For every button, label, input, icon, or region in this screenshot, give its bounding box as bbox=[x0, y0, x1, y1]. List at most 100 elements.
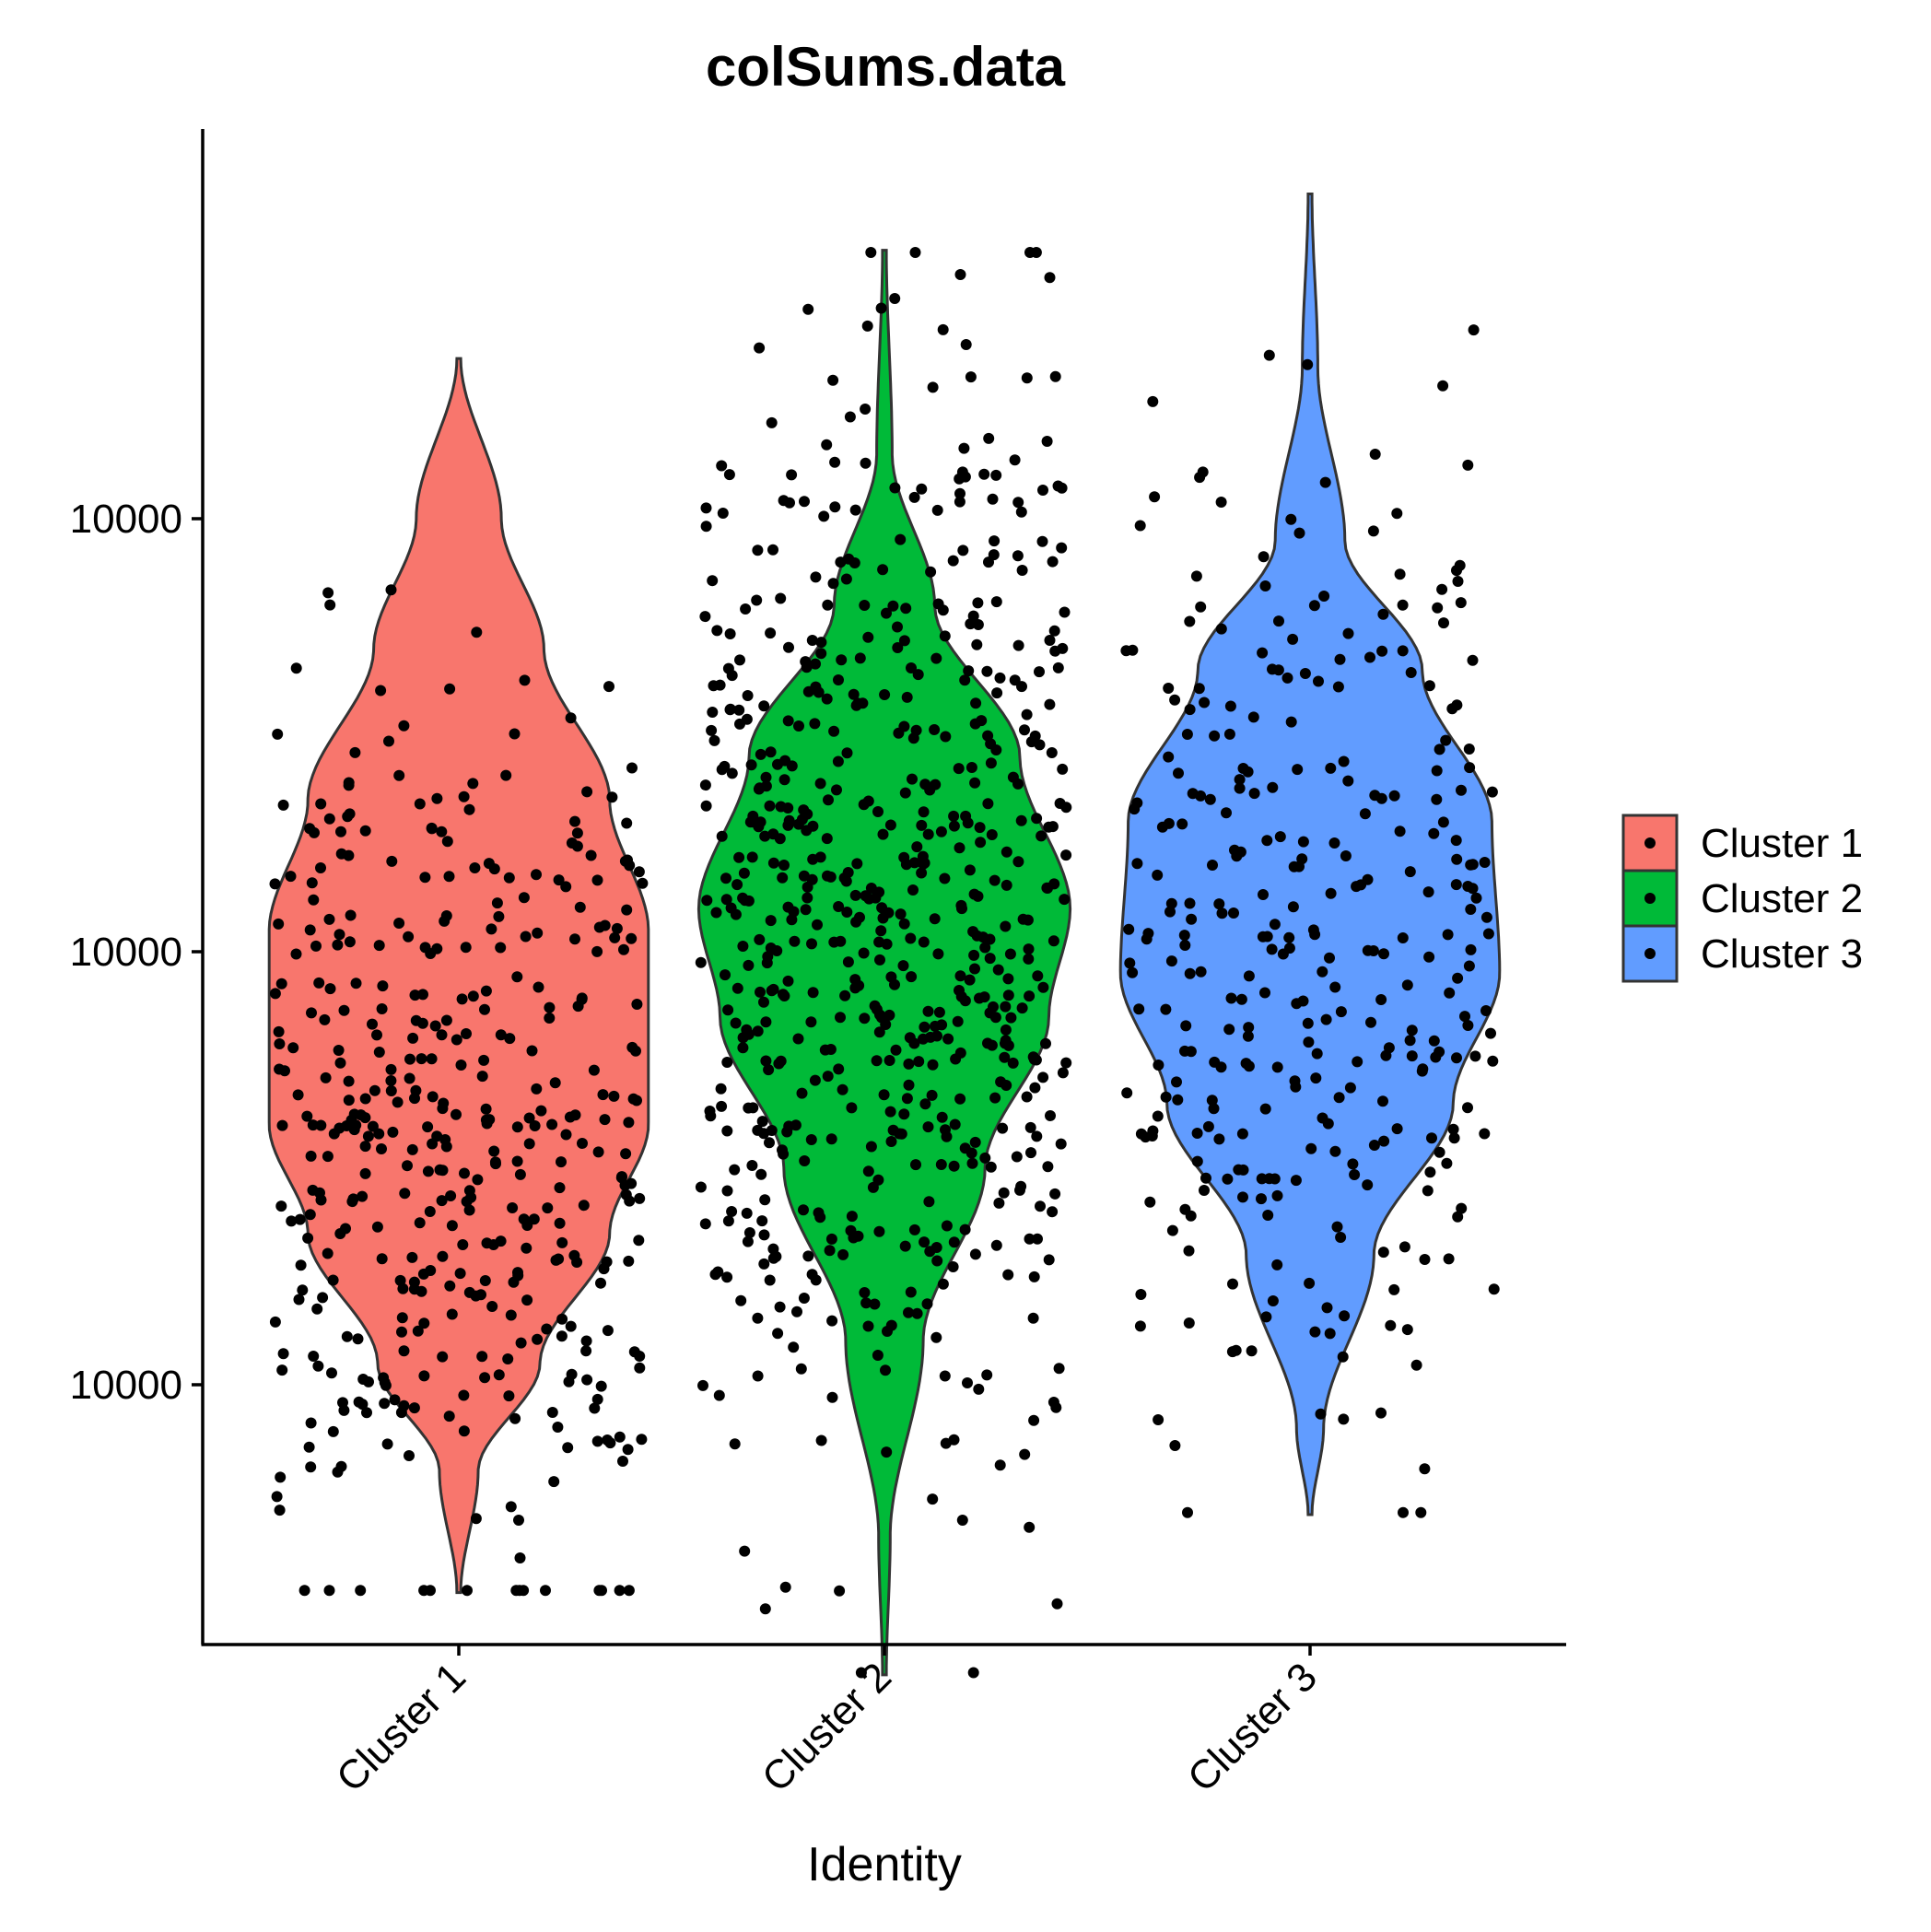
jitter-point bbox=[898, 851, 910, 863]
jitter-point bbox=[523, 1112, 535, 1124]
jitter-point bbox=[1199, 697, 1211, 708]
jitter-point bbox=[890, 1044, 902, 1056]
jitter-point bbox=[1047, 935, 1059, 947]
jitter-point bbox=[930, 1331, 942, 1343]
jitter-point bbox=[416, 1017, 428, 1029]
jitter-point bbox=[1313, 675, 1324, 687]
jitter-point bbox=[1035, 1200, 1046, 1212]
jitter-point bbox=[398, 1399, 410, 1411]
jitter-point bbox=[443, 871, 455, 883]
jitter-point bbox=[968, 949, 980, 961]
jitter-point bbox=[548, 1476, 560, 1488]
jitter-point bbox=[989, 535, 1001, 547]
jitter-point bbox=[1237, 1191, 1248, 1203]
jitter-point bbox=[895, 533, 907, 545]
jitter-point bbox=[1375, 1407, 1387, 1419]
jitter-point bbox=[568, 1249, 580, 1261]
jitter-point bbox=[436, 1195, 448, 1207]
jitter-point bbox=[898, 1108, 910, 1120]
jitter-point bbox=[595, 1277, 606, 1289]
jitter-point bbox=[755, 1168, 767, 1180]
jitter-point bbox=[1028, 1414, 1040, 1426]
jitter-point bbox=[755, 748, 767, 760]
jitter-point bbox=[1404, 866, 1416, 878]
jitter-point bbox=[1007, 771, 1019, 783]
jitter-point bbox=[1452, 1211, 1464, 1223]
jitter-point bbox=[1043, 1254, 1055, 1266]
jitter-point bbox=[313, 977, 325, 989]
jitter-point bbox=[1144, 1196, 1156, 1208]
jitter-point bbox=[882, 1326, 893, 1337]
jitter-point bbox=[969, 1136, 981, 1148]
jitter-point bbox=[709, 1269, 721, 1281]
jitter-point bbox=[791, 1306, 802, 1317]
jitter-point bbox=[634, 1192, 646, 1204]
jitter-point bbox=[848, 688, 860, 700]
jitter-point bbox=[1179, 1203, 1191, 1215]
jitter-point bbox=[312, 1360, 324, 1372]
jitter-point bbox=[767, 544, 778, 556]
jitter-point bbox=[614, 1585, 626, 1597]
jitter-point bbox=[542, 1202, 554, 1214]
jitter-point bbox=[1406, 1050, 1418, 1062]
jitter-point bbox=[1171, 1076, 1182, 1088]
jitter-point bbox=[782, 819, 794, 831]
jitter-point bbox=[357, 1374, 369, 1385]
jitter-point bbox=[359, 1093, 371, 1105]
jitter-point bbox=[724, 628, 736, 639]
jitter-point bbox=[515, 1337, 527, 1349]
jitter-point bbox=[359, 1141, 371, 1153]
jitter-point bbox=[730, 1017, 742, 1029]
jitter-point bbox=[1293, 861, 1305, 872]
jitter-point bbox=[1397, 599, 1409, 611]
jitter-point bbox=[439, 1134, 451, 1145]
jitter-point bbox=[805, 1016, 817, 1028]
jitter-point bbox=[720, 969, 731, 981]
jitter-point bbox=[271, 1491, 283, 1503]
jitter-point bbox=[1007, 1057, 1019, 1069]
jitter-point bbox=[932, 598, 944, 610]
y-tick-label: 10000 bbox=[70, 930, 182, 975]
jitter-point bbox=[553, 1253, 565, 1265]
jitter-point bbox=[606, 791, 618, 803]
jitter-point bbox=[759, 830, 771, 842]
jitter-point bbox=[699, 1218, 711, 1230]
jitter-point bbox=[402, 1160, 413, 1172]
jitter-point bbox=[897, 960, 909, 972]
jitter-point bbox=[969, 718, 981, 730]
jitter-point bbox=[788, 1341, 800, 1353]
jitter-point bbox=[507, 1202, 519, 1213]
jitter-point bbox=[1451, 565, 1462, 577]
jitter-point bbox=[954, 970, 966, 982]
jitter-point bbox=[699, 779, 711, 791]
jitter-point bbox=[422, 1165, 434, 1177]
jitter-point bbox=[631, 999, 643, 1010]
jitter-point bbox=[326, 1367, 337, 1379]
jitter-point bbox=[440, 910, 452, 921]
jitter-point bbox=[1246, 1345, 1258, 1357]
jitter-point bbox=[599, 919, 611, 931]
jitter-point bbox=[514, 1168, 526, 1180]
jitter-point bbox=[916, 867, 928, 879]
jitter-point bbox=[918, 806, 930, 818]
jitter-point bbox=[546, 1407, 558, 1418]
jitter-point bbox=[269, 878, 281, 890]
jitter-point bbox=[903, 1058, 915, 1070]
jitter-point bbox=[755, 816, 767, 828]
jitter-point bbox=[1444, 987, 1456, 999]
jitter-point bbox=[764, 1137, 775, 1149]
jitter-point bbox=[1443, 1253, 1455, 1265]
jitter-point bbox=[765, 627, 777, 639]
jitter-point bbox=[731, 879, 743, 891]
jitter-point bbox=[323, 813, 335, 825]
jitter-point bbox=[1024, 1233, 1036, 1245]
jitter-point bbox=[556, 1236, 568, 1248]
jitter-point bbox=[1221, 807, 1232, 819]
jitter-point bbox=[269, 988, 281, 1000]
jitter-point bbox=[1021, 708, 1033, 720]
jitter-point bbox=[986, 829, 998, 840]
jitter-point bbox=[741, 713, 753, 725]
jitter-point bbox=[1378, 1135, 1390, 1147]
jitter-point bbox=[1059, 606, 1071, 618]
jitter-point bbox=[955, 899, 967, 911]
